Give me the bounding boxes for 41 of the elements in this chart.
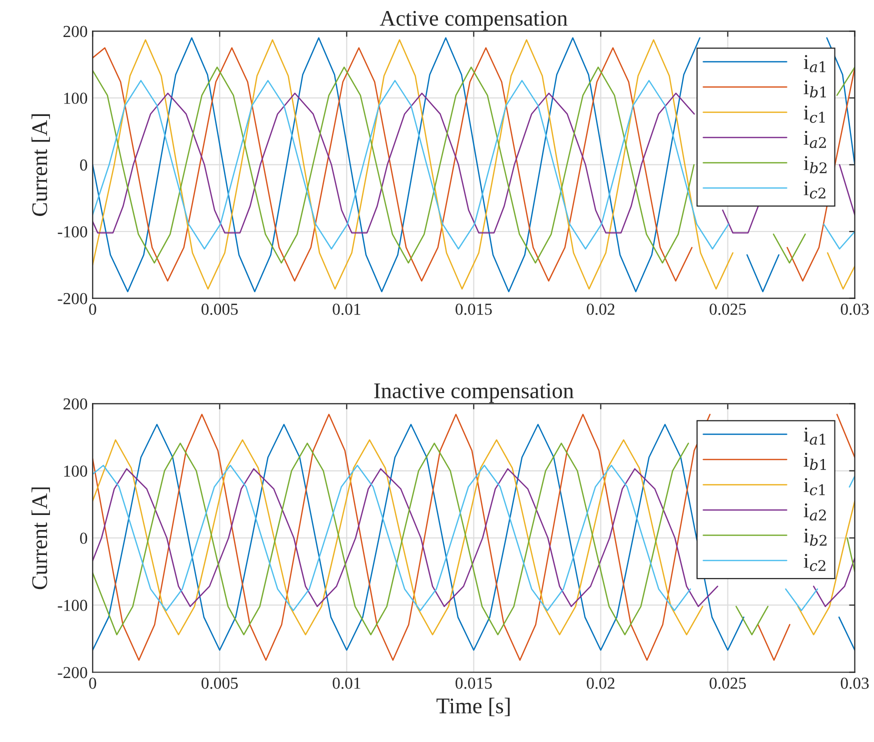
y-tick-label: 0	[80, 159, 88, 171]
y-axis-title: Current [A]	[32, 114, 50, 216]
y-axis-title: Current [A]	[32, 487, 50, 590]
legend-label: i$_{c2}$	[804, 554, 826, 572]
x-tick-label: 0.005	[202, 304, 238, 315]
x-tick-label: 0.02	[586, 304, 614, 315]
legend-label: i$_{a2}$	[804, 130, 826, 148]
x-tick-label: 0.005	[202, 678, 238, 689]
chart-title: Active compensation	[380, 10, 568, 30]
y-tick-label: -200	[58, 666, 88, 678]
y-tick-label: 200	[64, 398, 88, 410]
x-tick-label: 0	[89, 304, 96, 315]
y-tick-label: 200	[64, 26, 88, 38]
x-tick-label: 0.03	[840, 304, 869, 315]
legend-label: i$_{c1}$	[804, 106, 825, 123]
x-tick-label: 0.01	[332, 678, 360, 689]
chart-title: Inactive compensation	[374, 383, 574, 403]
legend-label: i$_{a1}$	[804, 55, 826, 72]
x-tick-label: 0.03	[840, 678, 869, 689]
y-tick-label: -100	[58, 600, 88, 612]
legend-label: i$_{c1}$	[804, 478, 825, 496]
legend-label: i$_{b1}$	[804, 452, 826, 470]
y-tick-label: 100	[64, 466, 88, 477]
legend-label: i$_{b2}$	[804, 156, 826, 174]
legend-label: i$_{a1}$	[804, 428, 826, 445]
y-tick-label: 0	[80, 532, 88, 544]
legend-label: i$_{b2}$	[804, 528, 826, 546]
x-tick-label: 0.01	[332, 304, 360, 315]
x-axis-title: Time [s]	[436, 698, 510, 716]
x-tick-label: 0.025	[710, 304, 746, 315]
x-tick-label: 0.02	[586, 678, 614, 689]
x-tick-label: 0.015	[456, 678, 492, 689]
x-tick-label: 0	[89, 678, 96, 689]
x-tick-label: 0.025	[710, 678, 746, 689]
legend-label: i$_{c2}$	[804, 181, 826, 199]
y-tick-label: -200	[58, 292, 88, 304]
legend-label: i$_{b1}$	[804, 80, 826, 98]
legend-label: i$_{a2}$	[804, 503, 826, 521]
x-tick-label: 0.015	[456, 304, 492, 315]
y-tick-label: -100	[58, 226, 88, 238]
y-tick-label: 100	[64, 92, 88, 104]
